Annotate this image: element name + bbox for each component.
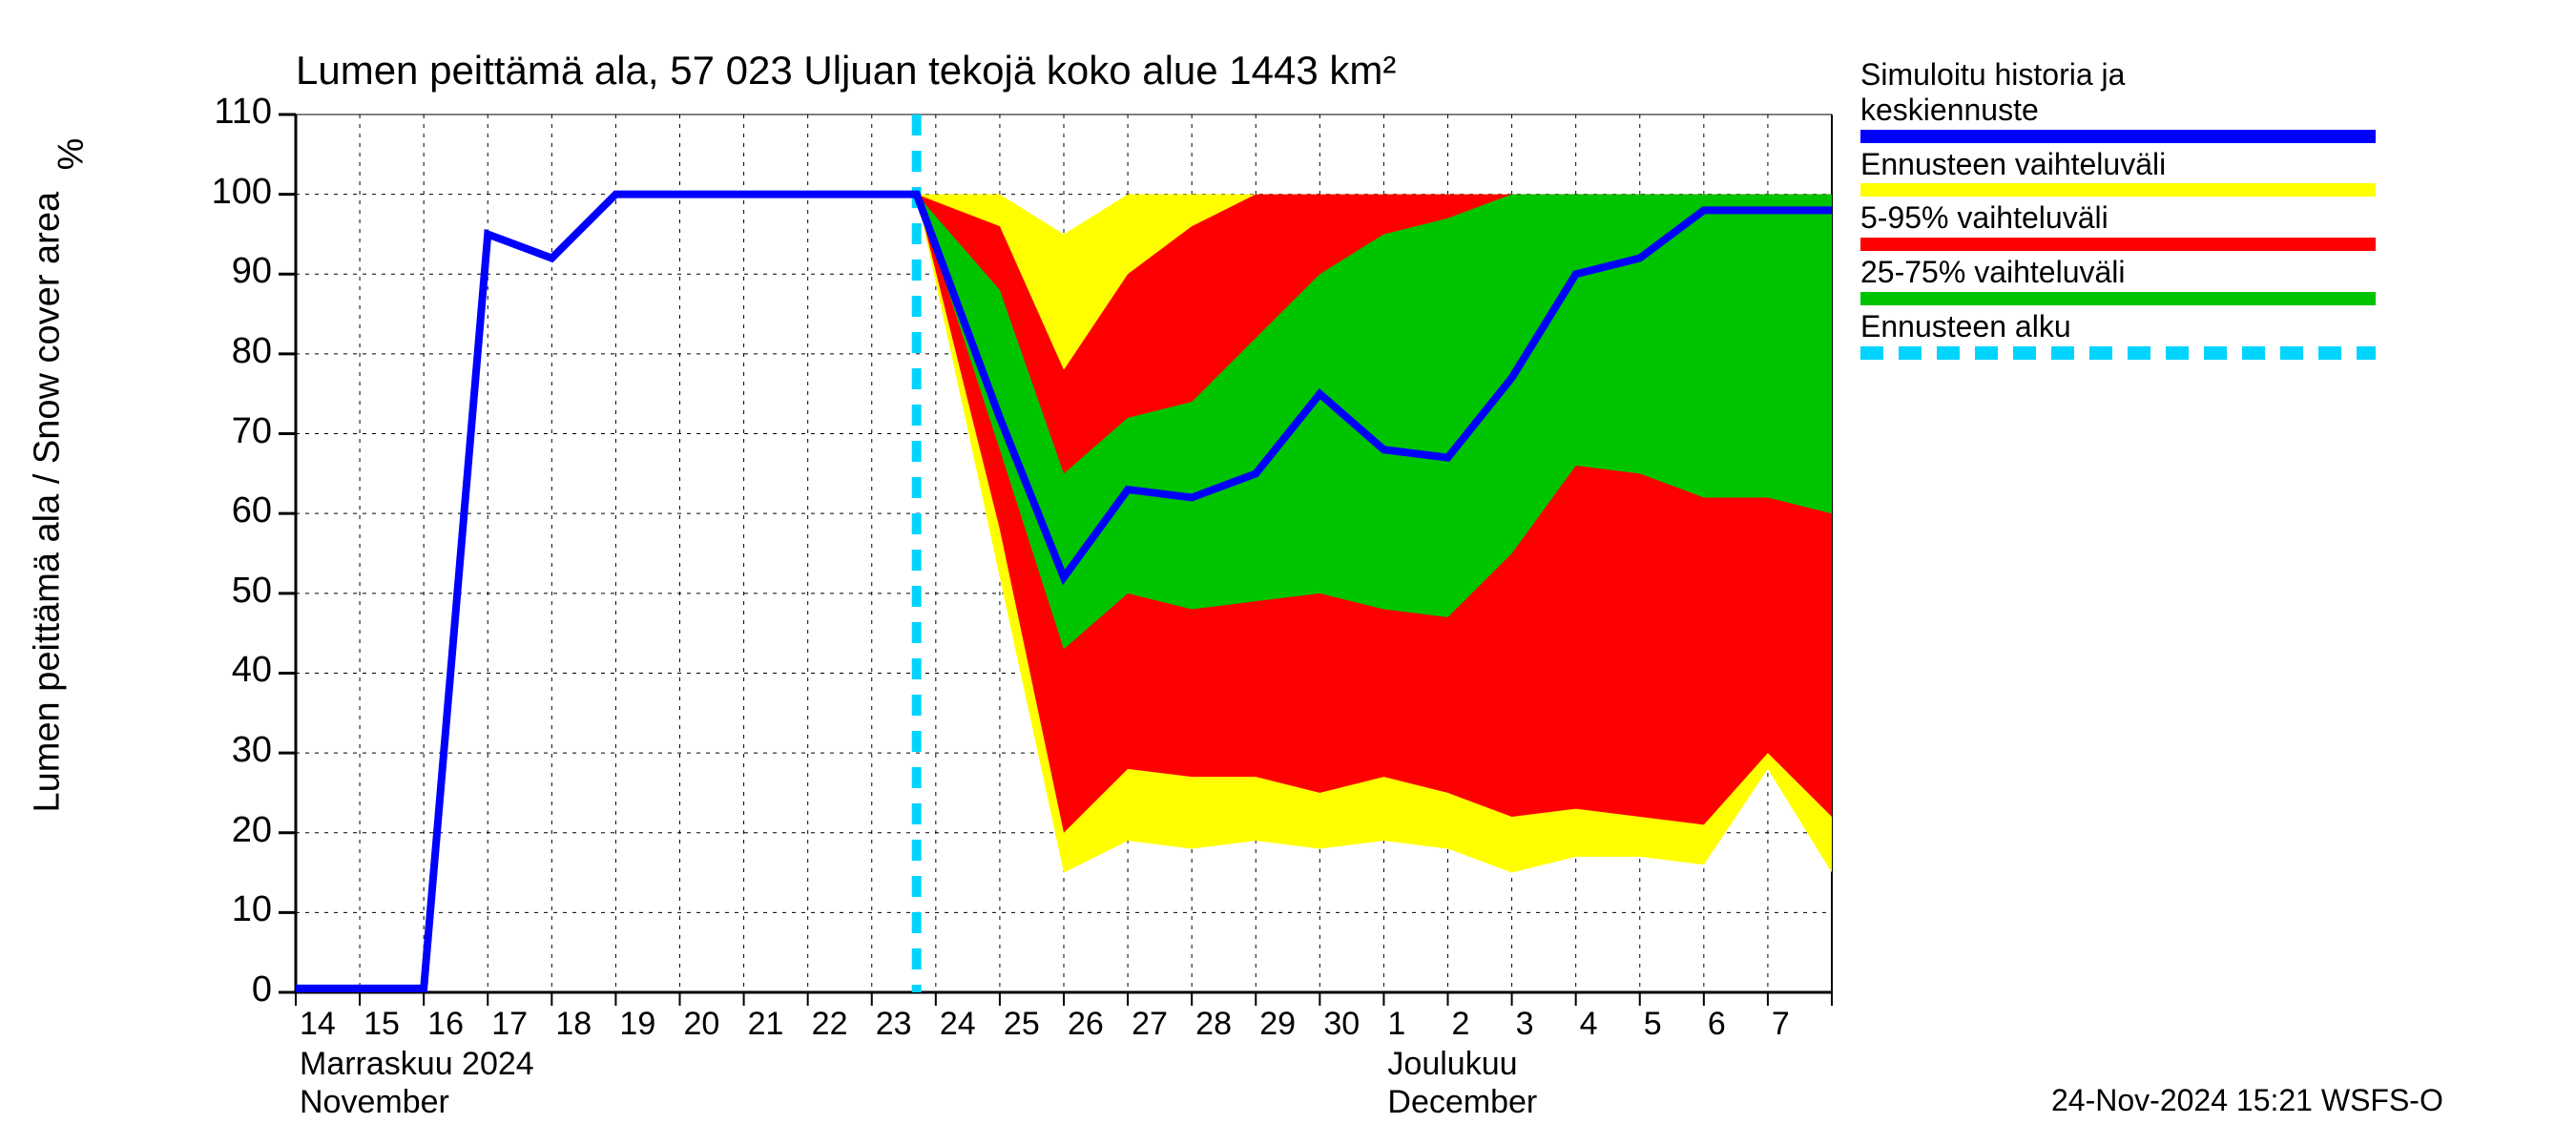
legend-swatch (1860, 183, 2376, 197)
footer-timestamp: 24-Nov-2024 15:21 WSFS-O (2051, 1083, 2443, 1118)
x-tick-label: 6 (1708, 1006, 1766, 1043)
legend-label: 25-75% vaihteluväli (1860, 255, 2376, 290)
x-month-label-en: November (300, 1084, 449, 1121)
x-month-label-fi: Joulukuu (1387, 1046, 1517, 1083)
legend-label: Ennusteen alku (1860, 309, 2376, 344)
legend-item-history: Simuloitu historia ja keskiennuste (1860, 57, 2376, 143)
x-tick-label: 5 (1644, 1006, 1702, 1043)
x-tick-label: 2 (1452, 1006, 1510, 1043)
x-tick-label: 22 (812, 1006, 870, 1043)
x-tick-label: 29 (1259, 1006, 1318, 1043)
y-tick-label: 100 (181, 172, 272, 213)
x-tick-label: 27 (1132, 1006, 1190, 1043)
y-tick-label: 40 (181, 650, 272, 691)
legend-item-2575: 25-75% vaihteluväli (1860, 255, 2376, 305)
legend-label: 5-95% vaihteluväli (1860, 200, 2376, 236)
y-tick-label: 50 (181, 571, 272, 612)
x-tick-label: 30 (1323, 1006, 1381, 1043)
y-tick-label: 70 (181, 411, 272, 452)
x-tick-label: 24 (940, 1006, 998, 1043)
x-tick-label: 17 (491, 1006, 550, 1043)
x-tick-label: 7 (1772, 1006, 1830, 1043)
y-tick-label: 90 (181, 251, 272, 292)
x-month-label-fi: Marraskuu 2024 (300, 1046, 534, 1083)
legend-item-start: Ennusteen alku (1860, 309, 2376, 360)
legend-label: Simuloitu historia ja (1860, 57, 2376, 93)
legend-swatch (1860, 130, 2376, 143)
x-tick-label: 28 (1195, 1006, 1254, 1043)
x-month-label-en: December (1387, 1084, 1537, 1121)
x-tick-label: 19 (619, 1006, 677, 1043)
x-tick-label: 20 (684, 1006, 742, 1043)
x-tick-label: 15 (364, 1006, 422, 1043)
legend-label: keskiennuste (1860, 93, 2376, 128)
x-tick-label: 23 (876, 1006, 934, 1043)
y-tick-label: 30 (181, 730, 272, 771)
legend-swatch-dash (1860, 346, 2376, 360)
y-tick-label: 10 (181, 889, 272, 930)
x-tick-label: 25 (1004, 1006, 1062, 1043)
y-tick-label: 60 (181, 490, 272, 531)
chart-container: Lumen peittämä ala, 57 023 Uljuan tekojä… (0, 0, 2576, 1145)
x-tick-label: 26 (1068, 1006, 1126, 1043)
y-tick-label: 0 (181, 969, 272, 1010)
x-tick-label: 1 (1387, 1006, 1445, 1043)
legend-label: Ennusteen vaihteluväli (1860, 147, 2376, 182)
y-tick-label: 110 (181, 92, 272, 133)
y-tick-label: 80 (181, 331, 272, 372)
legend-swatch (1860, 292, 2376, 305)
x-tick-label: 16 (427, 1006, 486, 1043)
x-tick-label: 14 (300, 1006, 358, 1043)
x-tick-label: 18 (555, 1006, 613, 1043)
x-tick-label: 3 (1516, 1006, 1574, 1043)
legend-item-range: Ennusteen vaihteluväli (1860, 147, 2376, 198)
y-tick-label: 20 (181, 810, 272, 851)
legend-swatch (1860, 238, 2376, 251)
x-tick-label: 21 (748, 1006, 806, 1043)
x-tick-label: 4 (1580, 1006, 1638, 1043)
legend: Simuloitu historia ja keskiennuste Ennus… (1860, 57, 2376, 364)
legend-item-595: 5-95% vaihteluväli (1860, 200, 2376, 251)
